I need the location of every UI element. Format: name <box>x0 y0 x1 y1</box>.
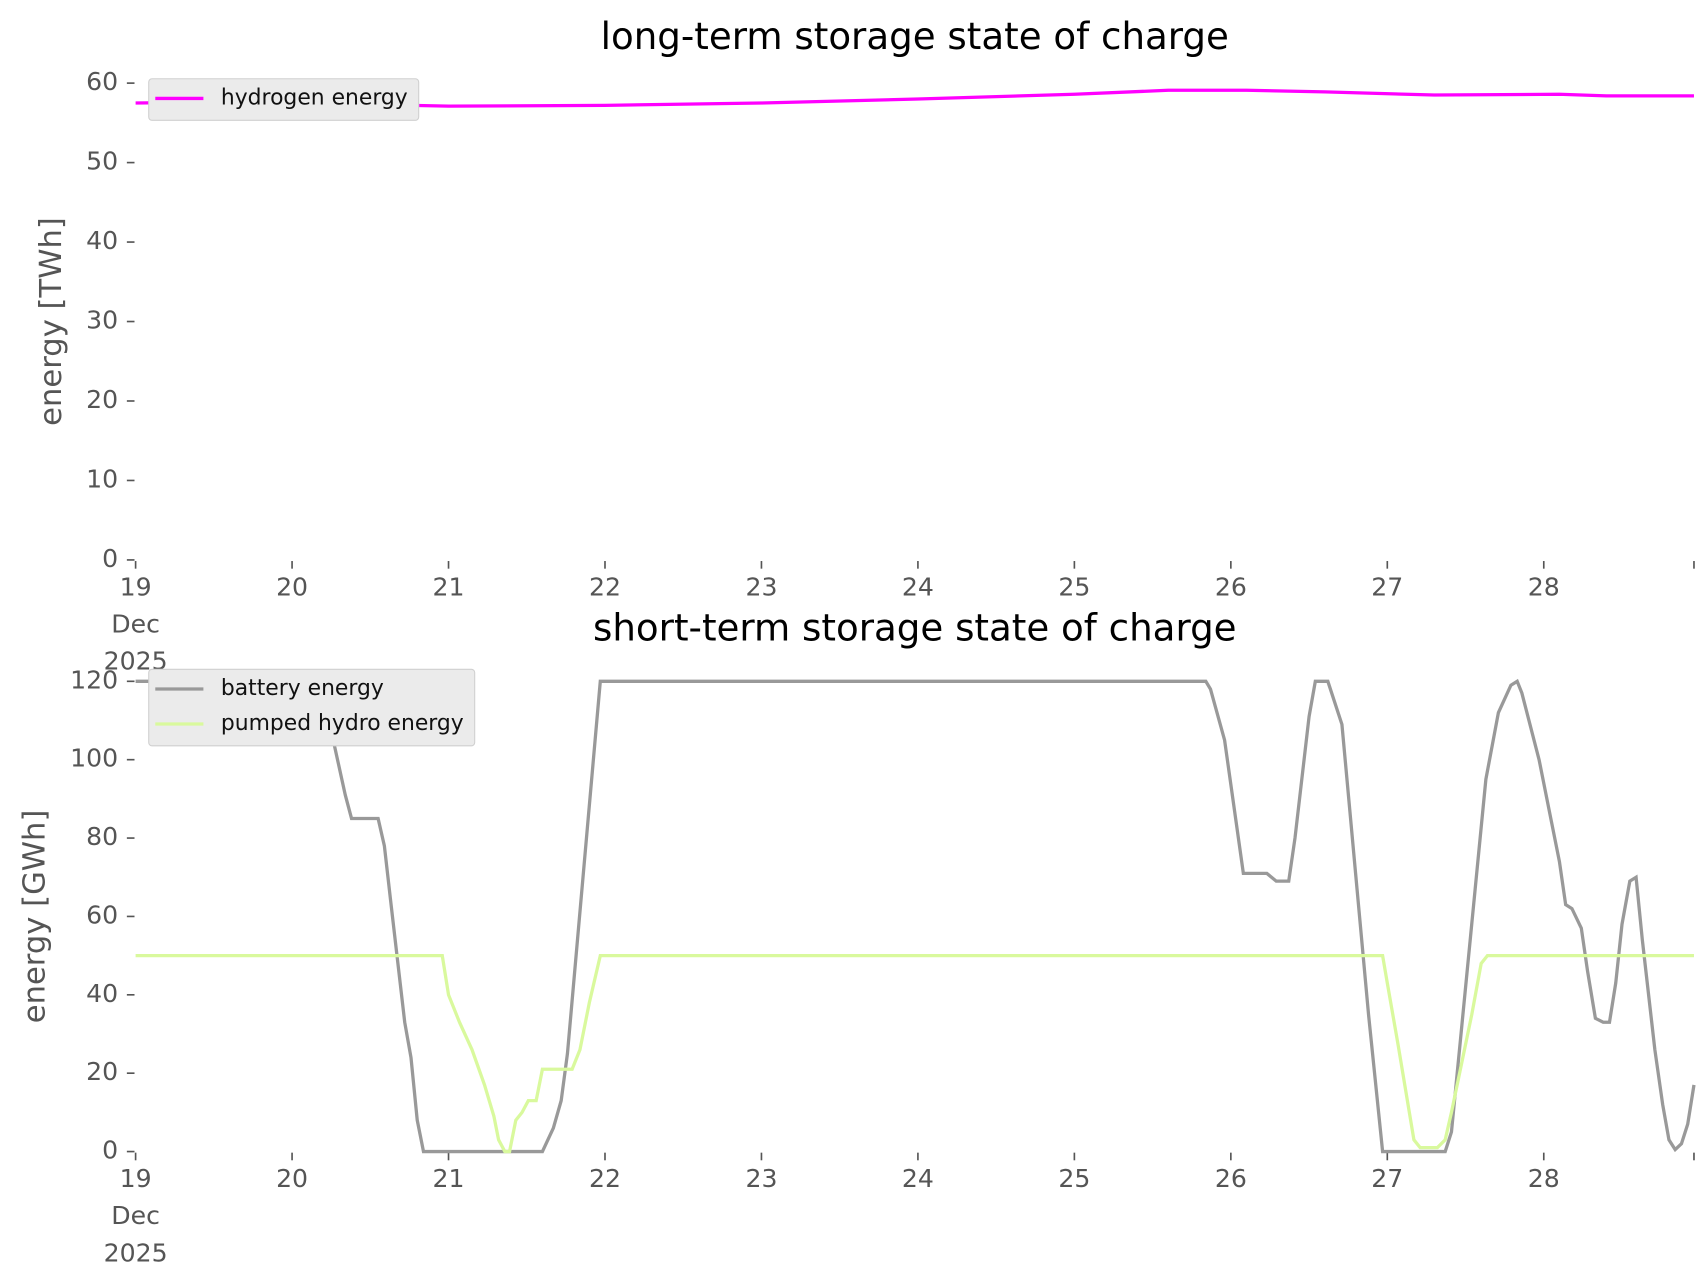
x-tick-label: 22 <box>589 1164 621 1193</box>
y-tick-label: 30 <box>86 306 118 335</box>
x-tick-label: 28 <box>1528 1164 1560 1193</box>
x-tick-label: 19 Dec 2025 <box>104 572 168 675</box>
legend-box <box>148 78 420 121</box>
y-tick-label: 20 <box>86 385 118 414</box>
x-tick-label: 24 <box>902 572 934 601</box>
x-tick-label: 26 <box>1215 1164 1247 1193</box>
y-tick-label: 40 <box>86 226 118 255</box>
y-tick-label: 60 <box>86 67 118 96</box>
legend-label: pumped hydro energy <box>221 711 464 736</box>
y-tick-label: 120 <box>70 665 118 694</box>
series-line <box>135 953 1694 1154</box>
x-tick-label: 22 <box>589 572 621 601</box>
x-tick-label: 27 <box>1371 1164 1403 1193</box>
y-axis-label: energy [TWh] <box>34 217 69 426</box>
x-tick-label: 23 <box>745 1164 777 1193</box>
y-tick-label: 60 <box>86 900 118 929</box>
x-tick-label: 19 Dec 2025 <box>104 1164 168 1267</box>
y-axis-label: energy [GWh] <box>18 810 53 1024</box>
legend-box <box>148 668 476 747</box>
chart-title: long-term storage state of charge <box>601 14 1229 58</box>
x-tick-label: 24 <box>902 1164 934 1193</box>
series-line <box>135 678 1696 1154</box>
chart-title: short-term storage state of charge <box>593 605 1237 649</box>
y-tick-label: 0 <box>102 1136 118 1165</box>
x-tick-label: 20 <box>276 572 308 601</box>
y-tick-label: 10 <box>86 464 118 493</box>
y-tick-label: 80 <box>86 822 118 851</box>
x-tick-label: 25 <box>1058 1164 1090 1193</box>
x-tick-label: 25 <box>1058 572 1090 601</box>
x-tick-label: 21 <box>433 572 465 601</box>
x-tick-label: 26 <box>1215 572 1247 601</box>
y-tick-label: 20 <box>86 1057 118 1086</box>
x-tick-label: 20 <box>276 1164 308 1193</box>
y-tick-label: 100 <box>70 744 118 773</box>
y-tick-label: 40 <box>86 979 118 1008</box>
x-tick-label: 21 <box>433 1164 465 1193</box>
x-tick-label: 28 <box>1528 572 1560 601</box>
legend-label: hydrogen energy <box>221 85 408 110</box>
x-tick-label: 23 <box>745 572 777 601</box>
legend-label: battery energy <box>221 676 384 701</box>
x-tick-label: 27 <box>1371 572 1403 601</box>
y-tick-label: 0 <box>102 544 118 573</box>
y-tick-label: 50 <box>86 147 118 176</box>
